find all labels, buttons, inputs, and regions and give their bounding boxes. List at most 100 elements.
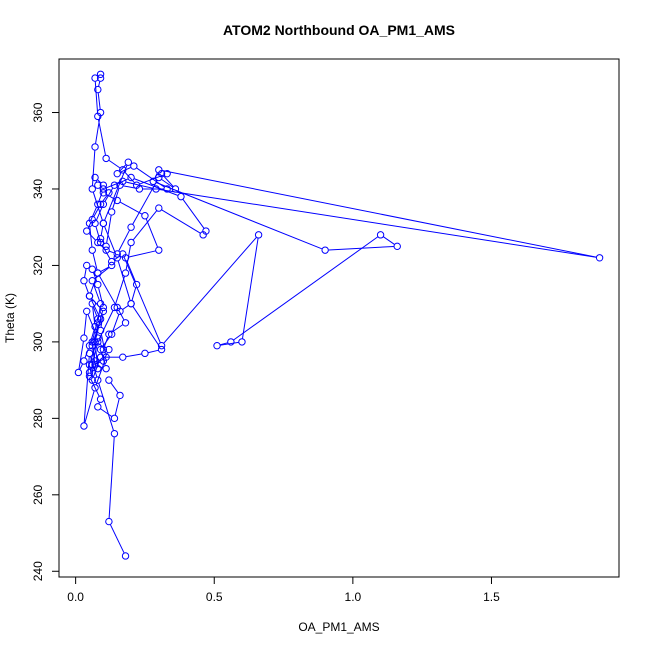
- data-point: [99, 303, 108, 312]
- data-point: [96, 234, 105, 243]
- data-point: [96, 70, 105, 78]
- y-tick-label: 340: [31, 179, 45, 199]
- data-point: [85, 368, 94, 377]
- series-segment: [163, 175, 174, 187]
- y-tick-label: 360: [31, 102, 45, 122]
- series-segment: [100, 333, 106, 354]
- data-series: [74, 70, 604, 560]
- data-point: [85, 349, 94, 358]
- series-segment: [145, 218, 158, 248]
- series-segment: [84, 283, 89, 293]
- data-point: [94, 376, 102, 384]
- data-point: [595, 254, 604, 262]
- data-point: [80, 334, 88, 342]
- chart-title: ATOM2 Northbound OA_PM1_AMS: [223, 22, 455, 38]
- data-point: [135, 185, 144, 193]
- data-point: [113, 250, 121, 258]
- series-segment: [88, 233, 96, 241]
- series-segment: [383, 236, 395, 245]
- data-point: [80, 277, 88, 285]
- data-point: [163, 169, 171, 178]
- series-segment: [97, 92, 101, 110]
- data-point: [99, 307, 108, 316]
- y-tick-label: 300: [31, 332, 45, 352]
- data-point: [91, 357, 99, 365]
- data-point: [96, 326, 105, 335]
- data-point: [94, 338, 102, 346]
- data-point: [149, 177, 157, 186]
- y-tick-label: 280: [31, 408, 45, 428]
- data-point: [94, 403, 102, 411]
- series-segment: [89, 329, 95, 343]
- data-point: [96, 315, 105, 323]
- series-segment: [126, 353, 142, 358]
- data-point: [88, 277, 96, 285]
- series-segment: [92, 345, 96, 358]
- data-point: [88, 342, 96, 350]
- data-point: [110, 181, 119, 189]
- data-point: [102, 242, 110, 251]
- data-point: [119, 353, 127, 361]
- data-point: [91, 322, 99, 331]
- data-point: [155, 204, 163, 212]
- series-segment: [134, 178, 178, 196]
- data-point: [127, 299, 135, 308]
- series-segment: [120, 201, 143, 215]
- data-point: [157, 345, 166, 354]
- series-segment: [100, 226, 104, 236]
- data-point: [102, 364, 110, 373]
- data-point: [157, 342, 166, 350]
- series-segment: [90, 379, 100, 397]
- data-point: [202, 227, 210, 235]
- series-segment: [110, 382, 119, 393]
- series-segment: [111, 324, 123, 333]
- data-point: [141, 212, 149, 220]
- series-segment: [112, 188, 120, 209]
- series-segment: [123, 256, 161, 343]
- series-segment: [98, 310, 114, 339]
- data-point: [91, 74, 99, 82]
- data-point: [107, 261, 116, 270]
- data-point: [110, 414, 119, 423]
- series-segment: [97, 307, 101, 320]
- data-point: [127, 223, 135, 231]
- data-point: [163, 185, 171, 193]
- data-point: [96, 238, 105, 247]
- data-point: [85, 219, 94, 228]
- series-segment: [93, 207, 100, 217]
- series-segment: [242, 238, 259, 339]
- data-point: [88, 265, 96, 273]
- data-point: [94, 269, 102, 277]
- series-segment: [161, 209, 201, 234]
- data-point: [155, 246, 163, 254]
- x-tick-label: 1.0: [345, 590, 362, 604]
- series-segment: [95, 226, 101, 240]
- data-point: [393, 242, 401, 251]
- x-tick-label: 0.0: [67, 590, 84, 604]
- series-segment: [159, 189, 597, 258]
- series-segment: [104, 337, 109, 347]
- series-segment: [90, 298, 100, 317]
- data-point: [83, 307, 91, 316]
- data-point: [99, 219, 108, 228]
- data-point: [102, 154, 110, 163]
- series-segment: [108, 437, 115, 519]
- series-segment: [106, 194, 115, 200]
- series-segment: [122, 305, 129, 310]
- y-tick-label: 260: [31, 484, 45, 504]
- data-point: [124, 158, 133, 166]
- series-segment: [84, 268, 87, 278]
- data-point: [213, 342, 221, 350]
- series-segment: [87, 222, 92, 229]
- data-point: [88, 185, 96, 193]
- data-point: [127, 238, 135, 247]
- data-point: [99, 200, 108, 208]
- series-segment: [114, 398, 120, 416]
- data-point: [119, 166, 127, 174]
- series-segment: [98, 287, 104, 305]
- y-tick-label: 240: [31, 561, 45, 581]
- series-segment: [100, 266, 109, 272]
- data-point: [85, 372, 94, 380]
- data-point: [110, 429, 119, 438]
